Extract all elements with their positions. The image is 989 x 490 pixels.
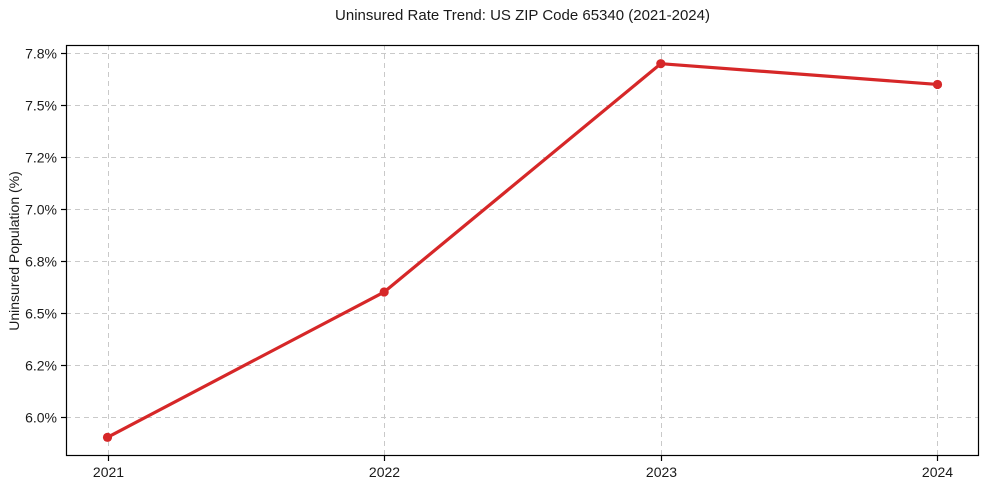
y-tick-label: 7.5% xyxy=(25,98,57,114)
x-tick-label: 2023 xyxy=(646,464,677,480)
x-tick-label: 2021 xyxy=(93,464,124,480)
data-point-marker xyxy=(932,79,943,90)
axes-spines xyxy=(65,44,980,457)
y-tick-label: 6.5% xyxy=(25,306,57,322)
y-tick-label: 7.2% xyxy=(25,150,57,166)
data-point-marker xyxy=(656,59,666,69)
data-point-marker xyxy=(379,287,389,297)
x-tick-label: 2022 xyxy=(369,464,400,480)
y-tick-label: 7.8% xyxy=(25,46,57,62)
trend-line xyxy=(105,62,940,439)
x-tick-label: 2024 xyxy=(922,464,953,480)
y-tick-label: 6.8% xyxy=(25,254,57,270)
y-tick-label: 6.0% xyxy=(25,410,57,426)
y-axis-label: Uninsured Population (%) xyxy=(6,171,22,331)
chart-title: Uninsured Rate Trend: US ZIP Code 65340 … xyxy=(335,7,710,24)
y-tick-label: 7.0% xyxy=(25,202,57,218)
data-point-marker xyxy=(102,432,113,442)
y-tick-label: 6.2% xyxy=(25,358,57,374)
